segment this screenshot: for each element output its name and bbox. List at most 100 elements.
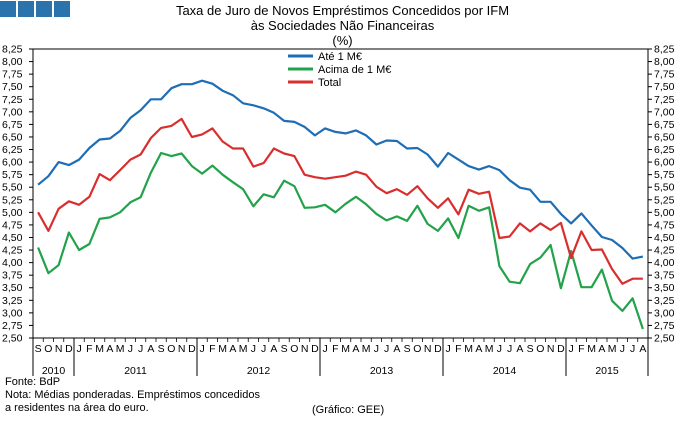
y-tick-label-right: 5,25 — [654, 194, 675, 206]
x-month-label: F — [86, 343, 92, 355]
y-tick-label-right: 7,25 — [654, 94, 675, 106]
x-year-label: 2013 — [370, 365, 394, 377]
x-month-label: A — [639, 343, 646, 355]
y-tick-label-right: 3,75 — [654, 270, 675, 282]
y-tick-label-right: 3,00 — [654, 307, 675, 319]
x-month-label: J — [384, 343, 389, 355]
x-month-label: D — [311, 343, 319, 355]
x-month-label: A — [352, 343, 359, 355]
unit-label: (%) — [332, 33, 353, 48]
y-tick-label-left: 6,25 — [2, 144, 23, 156]
y-tick-label-right: 5,00 — [654, 207, 675, 219]
y-tick-label-right: 8,25 — [654, 44, 675, 56]
x-month-label: D — [188, 343, 196, 355]
x-year-label: 2014 — [493, 365, 517, 377]
y-tick-label-left: 2,75 — [2, 320, 23, 332]
x-month-label: N — [547, 343, 555, 355]
y-tick-label-right: 3,25 — [654, 295, 675, 307]
x-month-label: O — [290, 343, 298, 355]
series-line-3 — [37, 117, 643, 285]
x-month-label: A — [393, 343, 400, 355]
x-month-label: A — [598, 343, 605, 355]
x-month-label: J — [200, 343, 205, 355]
y-tick-label-right: 7,50 — [654, 81, 675, 93]
x-month-label: O — [44, 343, 52, 355]
x-month-label: D — [557, 343, 565, 355]
y-tick-label-right: 8,00 — [654, 56, 675, 68]
y-tick-label-left: 3,50 — [2, 282, 23, 294]
y-tick-label-left: 3,75 — [2, 270, 23, 282]
x-month-label: F — [578, 343, 584, 355]
x-month-label: S — [527, 343, 534, 355]
y-tick-label-right: 6,75 — [654, 119, 675, 131]
x-month-label: D — [434, 343, 442, 355]
source-text: Fonte: BdP — [5, 376, 61, 388]
y-tick-label-right: 4,25 — [654, 245, 675, 257]
legend-label: Até 1 M€ — [318, 51, 362, 63]
y-tick-label-left: 5,75 — [2, 169, 23, 181]
x-month-label: F — [209, 343, 215, 355]
x-month-label: J — [77, 343, 82, 355]
y-tick-label-left: 5,25 — [2, 194, 23, 206]
x-month-label: J — [620, 343, 625, 355]
x-month-label: N — [55, 343, 63, 355]
y-tick-label-left: 4,75 — [2, 219, 23, 231]
x-month-label: A — [475, 343, 482, 355]
y-tick-label-left: 3,25 — [2, 295, 23, 307]
y-tick-label-right: 7,75 — [654, 69, 675, 81]
logo-square — [0, 1, 16, 17]
y-tick-label-left: 7,75 — [2, 69, 23, 81]
note-line-2: a residentes na área do euro. — [5, 402, 149, 414]
y-tick-label-left: 2,50 — [2, 333, 23, 345]
x-month-label: O — [413, 343, 421, 355]
y-tick-label-right: 6,25 — [654, 144, 675, 156]
x-month-label: A — [147, 343, 154, 355]
y-tick-label-right: 4,75 — [654, 219, 675, 231]
x-month-label: A — [516, 343, 523, 355]
x-month-label: J — [261, 343, 266, 355]
y-tick-label-left: 5,50 — [2, 182, 23, 194]
x-year-label: 2015 — [595, 365, 619, 377]
x-month-label: J — [128, 343, 133, 355]
chart-title: Taxa de Juro de Novos Empréstimos Conced… — [0, 3, 685, 48]
legend-label: Total — [318, 77, 341, 89]
x-month-label: J — [569, 343, 574, 355]
x-month-label: J — [630, 343, 635, 355]
x-month-label: J — [323, 343, 328, 355]
title-line-1: Taxa de Juro de Novos Empréstimos Conced… — [175, 3, 510, 18]
x-month-label: S — [404, 343, 411, 355]
x-month-label: N — [178, 343, 186, 355]
logo — [0, 1, 70, 17]
y-tick-label-left: 4,25 — [2, 245, 23, 257]
y-tick-label-left: 4,00 — [2, 257, 23, 269]
series-line-2 — [37, 151, 644, 330]
y-tick-label-right: 2,75 — [654, 320, 675, 332]
x-month-label: M — [341, 343, 350, 355]
y-tick-label-left: 4,50 — [2, 232, 23, 244]
y-tick-label-right: 6,00 — [654, 157, 675, 169]
x-month-label: A — [106, 343, 113, 355]
x-month-label: F — [455, 343, 461, 355]
x-month-label: J — [138, 343, 143, 355]
x-month-label: J — [374, 343, 379, 355]
y-tick-label-left: 7,25 — [2, 94, 23, 106]
x-month-label: M — [239, 343, 248, 355]
y-tick-label-left: 3,00 — [2, 307, 23, 319]
x-month-label: M — [464, 343, 473, 355]
x-month-label: N — [301, 343, 309, 355]
x-month-label: M — [608, 343, 617, 355]
y-tick-label-right: 5,75 — [654, 169, 675, 181]
credit-text: (Gráfico: GEE) — [312, 404, 385, 416]
x-month-label: M — [218, 343, 227, 355]
y-tick-label-left: 6,75 — [2, 119, 23, 131]
footer-notes: Fonte: BdP Nota: Médias ponderadas. Empr… — [5, 376, 260, 415]
y-tick-label-right: 2,50 — [654, 333, 675, 345]
x-month-label: J — [497, 343, 502, 355]
x-month-label: J — [446, 343, 451, 355]
y-tick-label-left: 8,00 — [2, 56, 23, 68]
y-tick-label-right: 4,00 — [654, 257, 675, 269]
x-month-label: J — [251, 343, 256, 355]
y-tick-label-right: 5,50 — [654, 182, 675, 194]
x-year-label: 2011 — [124, 365, 147, 377]
